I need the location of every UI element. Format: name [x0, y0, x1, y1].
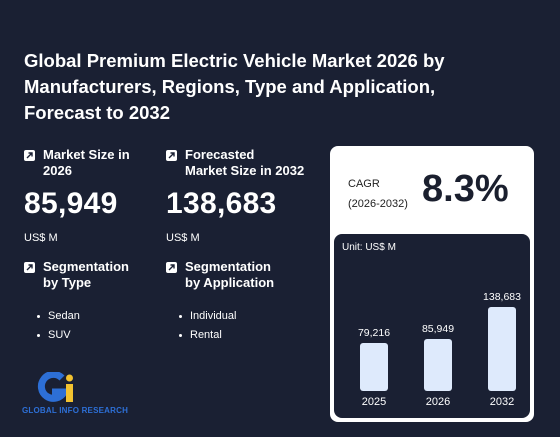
- market-size-stat: Market Size in 2026 85,949 US$ M: [24, 147, 130, 244]
- bullet-icon: [37, 315, 40, 318]
- bar-2026: [424, 339, 452, 391]
- bar-value-label: 79,216: [357, 327, 391, 339]
- segmentation-type-label-line2: by Type: [43, 275, 92, 290]
- forecast-label-line2: Market Size in 2032: [185, 163, 305, 178]
- cagr-label-line1: CAGR: [348, 178, 380, 190]
- arrow-up-right-icon: [24, 262, 35, 273]
- bar-value-label: 138,683: [483, 291, 521, 303]
- logo: GLOBAL INFO RESEARCH: [22, 370, 142, 422]
- list-item: Individual: [179, 307, 274, 326]
- segmentation-application-label-line2: by Application: [185, 275, 275, 290]
- forecast-unit: US$ M: [166, 232, 200, 244]
- market-size-label: Market Size in 2026: [43, 147, 130, 179]
- chart-unit-label: Unit: US$ M: [342, 242, 396, 253]
- cagr-card: CAGR (2026-2032) 8.3% Unit: US$ M 79,216…: [330, 146, 534, 422]
- list-item: Rental: [179, 326, 274, 345]
- arrow-up-right-icon: [166, 262, 177, 273]
- segment-label: SUV: [48, 329, 71, 341]
- segmentation-application: Segmentation by Application Individual R…: [166, 259, 274, 345]
- segmentation-type-label: Segmentation by Type: [43, 259, 129, 291]
- segmentation-application-list: Individual Rental: [166, 307, 274, 345]
- arrow-up-right-icon: [24, 150, 35, 161]
- market-size-label-line1: Market Size in: [43, 147, 130, 162]
- segmentation-application-label-line1: Segmentation: [185, 259, 271, 274]
- segmentation-application-label: Segmentation by Application: [185, 259, 274, 291]
- bar-value-label: 85,949: [421, 323, 455, 335]
- segmentation-type-list: Sedan SUV: [24, 307, 129, 345]
- chart-panel: Unit: US$ M 79,216 2025 85,949 2026 138,683 2…: [334, 234, 530, 418]
- page-title: Global Premium Electric Vehicle Market 2…: [24, 50, 445, 123]
- segment-label: Rental: [190, 329, 222, 341]
- forecast-label: Forecasted Market Size in 2032: [185, 147, 304, 179]
- cagr-value: 8.3%: [422, 168, 509, 210]
- segment-label: Sedan: [48, 310, 80, 322]
- list-item: Sedan: [37, 307, 129, 326]
- forecast-label-line1: Forecasted: [185, 147, 255, 162]
- bullet-icon: [179, 315, 182, 318]
- bar-2032: [488, 307, 516, 391]
- bullet-icon: [37, 334, 40, 337]
- cagr-label: CAGR (2026-2032): [348, 174, 408, 214]
- bar-category-label: 2032: [489, 396, 515, 408]
- forecast-value: 138,683: [166, 187, 277, 220]
- logo-text: GLOBAL INFO RESEARCH: [22, 406, 129, 415]
- arrow-up-right-icon: [166, 150, 177, 161]
- logo-mark-icon: [37, 370, 73, 402]
- bar-category-label: 2026: [425, 396, 451, 408]
- bar-category-label: 2025: [361, 396, 387, 408]
- list-item: SUV: [37, 326, 129, 345]
- market-size-label-line2: 2026: [43, 163, 72, 178]
- bar-2025: [360, 343, 388, 391]
- cagr-label-line2: (2026-2032): [348, 198, 408, 210]
- forecast-stat: Forecasted Market Size in 2032 138,683 U…: [166, 147, 304, 244]
- segment-label: Individual: [190, 310, 237, 322]
- market-size-unit: US$ M: [24, 232, 58, 244]
- bullet-icon: [179, 334, 182, 337]
- segmentation-type-label-line1: Segmentation: [43, 259, 129, 274]
- market-size-value: 85,949: [24, 187, 118, 220]
- segmentation-type: Segmentation by Type Sedan SUV: [24, 259, 129, 345]
